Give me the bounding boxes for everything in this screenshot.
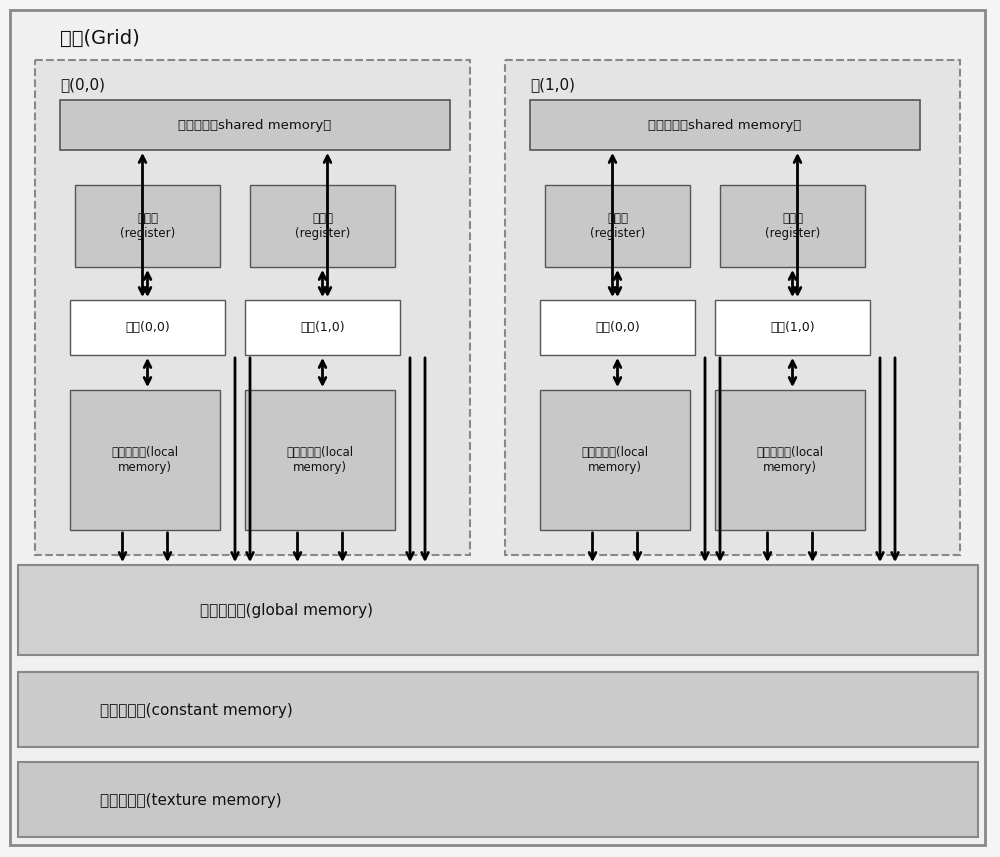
Text: 常量存储器(constant memory): 常量存储器(constant memory): [100, 703, 293, 717]
Bar: [720, 185, 865, 267]
Bar: [505, 60, 960, 555]
Bar: [35, 60, 470, 555]
Bar: [75, 185, 220, 267]
Text: 线程(0,0): 线程(0,0): [595, 321, 640, 334]
Bar: [250, 185, 395, 267]
Text: 寄存器
(register): 寄存器 (register): [590, 212, 645, 240]
Text: 局部存储器(local
memory): 局部存储器(local memory): [111, 446, 179, 474]
Text: 共享内存（shared memory）: 共享内存（shared memory）: [648, 118, 802, 131]
Text: 局部存储器(local
memory): 局部存储器(local memory): [581, 446, 649, 474]
Text: 全局存储器(global memory): 全局存储器(global memory): [200, 602, 373, 618]
Bar: [715, 390, 865, 530]
Text: 寄存器
(register): 寄存器 (register): [120, 212, 175, 240]
Text: 线程(0,0): 线程(0,0): [125, 321, 170, 334]
Bar: [18, 672, 978, 747]
Bar: [18, 762, 978, 837]
Bar: [70, 300, 225, 355]
Bar: [60, 100, 450, 150]
Text: 局部寄存器(local
memory): 局部寄存器(local memory): [286, 446, 354, 474]
Text: 寄存器
(register): 寄存器 (register): [765, 212, 820, 240]
Text: 网格(Grid): 网格(Grid): [60, 28, 140, 47]
Text: 块(1,0): 块(1,0): [530, 77, 575, 93]
Bar: [18, 565, 978, 655]
Bar: [70, 390, 220, 530]
Text: 共享内存（shared memory）: 共享内存（shared memory）: [178, 118, 332, 131]
Text: 线程(1,0): 线程(1,0): [770, 321, 815, 334]
Bar: [545, 185, 690, 267]
Text: 块(0,0): 块(0,0): [60, 77, 105, 93]
Bar: [245, 390, 395, 530]
Bar: [715, 300, 870, 355]
Text: 线程(1,0): 线程(1,0): [300, 321, 345, 334]
Text: 局部寄存器(local
memory): 局部寄存器(local memory): [756, 446, 824, 474]
Bar: [530, 100, 920, 150]
Bar: [540, 390, 690, 530]
Text: 寄存器
(register): 寄存器 (register): [295, 212, 350, 240]
Bar: [540, 300, 695, 355]
Text: 纹理存储器(texture memory): 纹理存储器(texture memory): [100, 793, 282, 807]
Bar: [245, 300, 400, 355]
